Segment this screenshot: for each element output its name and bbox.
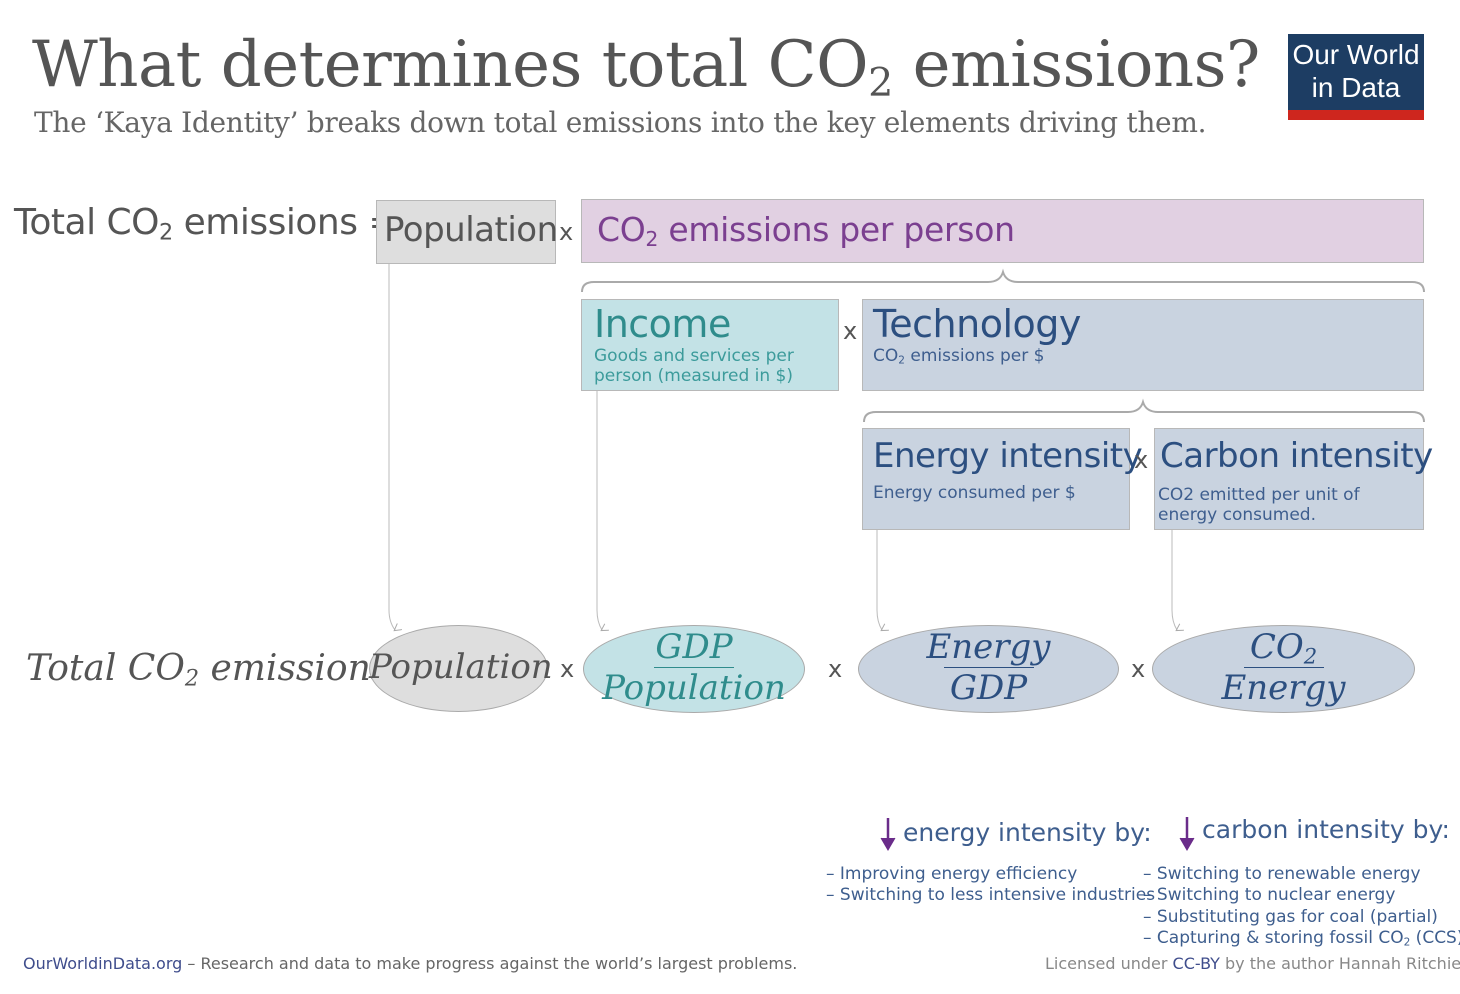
co2-per-person-box [581,199,1424,263]
title-subscript: 2 [868,59,893,106]
carbon-intensity-label: Carbon intensity [1160,436,1433,476]
lhs-subscript: 2 [184,665,200,692]
brace-technology [863,398,1425,423]
technology-box [862,299,1424,391]
gdp-per-capita-fraction: GDP Population [583,628,805,707]
ccs-text: – Capturing & storing fossil CO [1143,927,1404,948]
energy-per-gdp-ellipse [858,625,1119,713]
license-link[interactable]: CC-BY [1172,954,1220,973]
fraction-numerator: Energy [926,627,1051,667]
co2-per-energy-ellipse [1152,625,1415,713]
tech-desc-end: emissions per $ [904,346,1045,366]
population-ellipse-label: Population [369,647,553,687]
population-box [376,200,556,264]
co2-subscript: 2 [645,227,659,252]
tech-desc-subscript: 2 [898,354,905,367]
population-ellipse [369,625,548,712]
down-arrow-icon-energy [880,818,896,851]
site-link[interactable]: OurWorldinData.org [23,954,183,973]
equation-top-lhs: Total CO2 emissions = [14,202,399,246]
income-box [581,299,839,391]
list-item: – Substituting gas for coal (partial) [1143,906,1438,927]
list-item: – Switching to nuclear energy [1143,885,1396,906]
gdp-per-capita-ellipse [583,625,805,713]
list-item: – Switching to less intensive industries [826,885,1156,906]
connector-population [388,264,395,630]
carbon-intensity-reduce-label: carbon intensity by: [1202,815,1450,844]
list-item: – Improving energy efficiency [826,864,1078,884]
energy-intensity-label: Energy intensity [873,436,1143,476]
lhs-subscript: 2 [159,219,173,246]
down-arrow-icon-carbon [1179,817,1195,851]
title-end: emissions? [892,28,1261,102]
income-description: Goods and services per person (measured … [594,346,794,386]
income-desc-line-2: person (measured in $) [594,366,793,386]
times-sign: x [559,218,574,246]
tech-desc-text: CO [873,346,899,366]
carbon-intensity-reduce-list: – Switching to renewable energy – Switch… [1143,864,1460,949]
lhs-text: Total CO [14,202,160,243]
co2-num-subscript: 2 [1303,643,1318,669]
fraction-denominator: GDP [949,668,1028,708]
connector-income [596,391,602,630]
fraction-bar [943,667,1034,668]
fraction-bar [1243,667,1324,668]
list-item: – Switching to renewable energy [1143,864,1421,884]
co2-text-end: emissions per person [658,210,1015,249]
license-text: Licensed under [1045,954,1173,973]
connector-energy-intensity [876,530,882,630]
co2-per-energy-fraction: CO2 Energy [1152,628,1415,707]
times-sign: x [1131,655,1146,683]
carbon-intensity-box [1154,428,1424,530]
energy-per-gdp-fraction: Energy GDP [858,628,1119,707]
owid-logo[interactable]: Our World in Data [1288,34,1424,120]
footer-left: OurWorldinData.org – Research and data t… [23,954,797,973]
footer-tagline: – Research and data to make progress aga… [182,954,798,973]
energy-intensity-box [862,428,1130,530]
footer-right: Licensed under CC-BY by the author Hanna… [1045,954,1460,973]
list-item: – Capturing & storing fossil CO2 (CCS) [1143,928,1460,949]
connector-carbon-intensity [1171,530,1177,630]
co2-text: CO [597,210,646,249]
fraction-bar [654,667,734,668]
ccs-subscript: 2 [1403,936,1411,949]
logo-line-1: Our World [1292,39,1420,70]
technology-description: CO2 emissions per $ [873,346,1044,366]
population-label: Population [384,210,558,250]
energy-intensity-reduce-label: energy intensity by: [903,818,1152,847]
times-sign: x [1134,446,1149,474]
brace-co2-per-person [581,268,1425,293]
lhs-text-end: emissions = [172,202,399,243]
times-sign: x [843,317,858,345]
page-subtitle: The ‘Kaya Identity’ breaks down total em… [34,106,1207,139]
page-title: What determines total CO2 emissions? [32,28,1261,103]
times-sign: x [560,655,575,683]
income-label: Income [594,302,731,346]
logo-line-2: in Data [1311,72,1401,103]
fraction-numerator: GDP [655,627,733,667]
income-desc-line-1: Goods and services per [594,346,794,366]
title-text: What determines total CO [32,28,869,102]
fraction-numerator: CO2 [1152,628,1415,666]
license-author: by the author Hannah Ritchie. [1219,954,1460,973]
co2-num-text: CO [1249,627,1304,667]
co2-per-person-label: CO2 emissions per person [597,210,1015,249]
times-sign: x [828,655,843,683]
carbon-intensity-description: CO2 emitted per unit of energy consumed. [1158,485,1360,525]
energy-intensity-description: Energy consumed per $ [873,483,1076,503]
fraction-denominator: Energy [1221,668,1346,708]
lhs-text: Total CO [26,648,185,689]
technology-label: Technology [873,302,1081,346]
ccs-text-end: (CCS) [1410,927,1460,948]
logo-accent-bar [1288,110,1424,120]
fraction-denominator: Population [602,668,786,708]
energy-intensity-reduce-list: – Improving energy efficiency – Switchin… [826,864,1155,907]
